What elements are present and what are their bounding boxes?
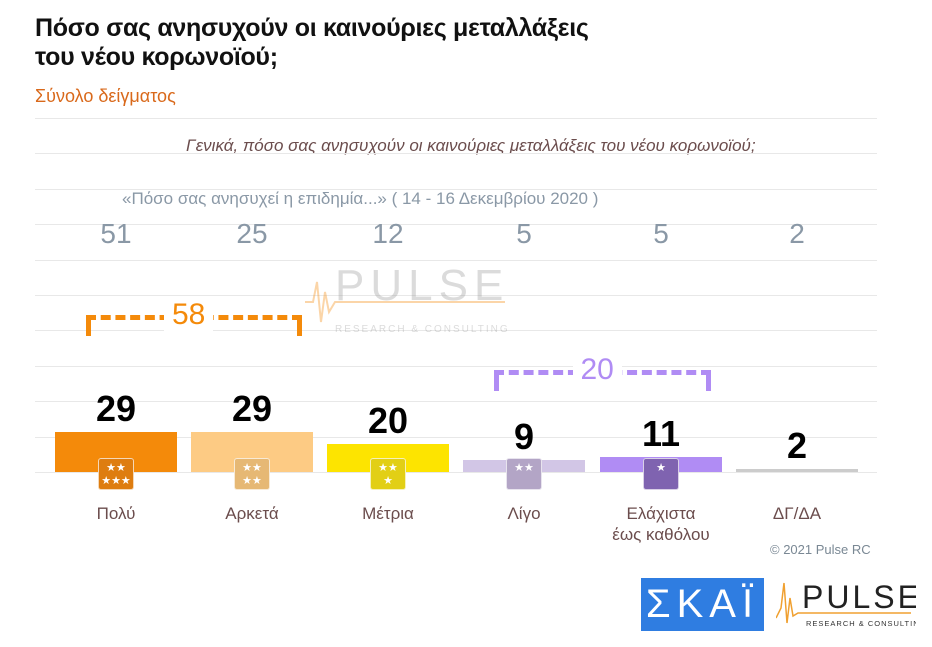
gridline bbox=[35, 365, 877, 367]
gridline bbox=[35, 330, 877, 332]
gridline bbox=[35, 436, 877, 438]
category-label: Αρκετά bbox=[225, 504, 279, 523]
previous-value-label: 25 bbox=[236, 218, 268, 249]
previous-value-label: 5 bbox=[516, 218, 532, 249]
gridline bbox=[35, 401, 877, 403]
group-total-label: 20 bbox=[572, 353, 622, 387]
star-rating-icon: ★ bbox=[643, 458, 679, 490]
gridline bbox=[35, 224, 877, 226]
bar-5 bbox=[736, 469, 858, 472]
group-total-label: 58 bbox=[164, 298, 214, 332]
gridline bbox=[35, 118, 877, 119]
category-label: Μέτρια bbox=[362, 504, 414, 523]
gridline bbox=[35, 153, 877, 155]
data-label: 2 bbox=[786, 425, 808, 466]
category-label: Πολύ bbox=[96, 504, 136, 523]
category-label: Ελάχιστα έως καθόλου bbox=[612, 504, 710, 544]
category-label: Λίγο bbox=[507, 504, 541, 523]
gridline bbox=[35, 472, 877, 473]
gridline bbox=[35, 295, 877, 296]
title-line-2: του νέου κορωνοϊού; bbox=[35, 43, 278, 71]
previous-value-label: 5 bbox=[653, 218, 669, 249]
pulse-watermark: PULSE RESEARCH & CONSULTING bbox=[305, 262, 510, 335]
chart-subtitle: Σύνολο δείγματος bbox=[35, 86, 176, 106]
category-label: ΔΓ/ΔΑ bbox=[772, 504, 822, 523]
previous-value-label: 2 bbox=[789, 218, 805, 249]
gridline bbox=[35, 259, 877, 261]
star-rating-icon: ★★ ★★ bbox=[234, 458, 270, 490]
svg-text:RESEARCH & CONSULTING: RESEARCH & CONSULTING bbox=[335, 324, 510, 335]
chart-title: Πόσο σας ανησυχούν οι καινούριες μεταλλά… bbox=[35, 14, 589, 72]
svg-text:PULSE: PULSE bbox=[802, 579, 916, 615]
question-text: Γενικά, πόσο σας ανησυχούν οι καινούριες… bbox=[186, 136, 756, 155]
data-label: 29 bbox=[231, 387, 273, 429]
svg-text:PULSE: PULSE bbox=[335, 262, 509, 310]
previous-value-label: 12 bbox=[372, 218, 404, 249]
data-label: 20 bbox=[367, 400, 409, 442]
title-line-1: Πόσο σας ανησυχούν οι καινούριες μεταλλά… bbox=[35, 14, 589, 42]
previous-value-label: 51 bbox=[100, 218, 132, 249]
pulse-logo: PULSE RESEARCH & CONSULTING bbox=[776, 579, 916, 628]
data-label: 9 bbox=[513, 415, 535, 457]
star-rating-icon: ★★ ★ bbox=[370, 458, 406, 490]
svg-text:RESEARCH & CONSULTING: RESEARCH & CONSULTING bbox=[806, 619, 916, 628]
star-rating-icon: ★★ bbox=[506, 458, 542, 490]
star-rating-icon: ★★ ★★★ bbox=[98, 458, 134, 490]
skai-logo: ΣΚΑΪ bbox=[641, 578, 764, 631]
data-label: 11 bbox=[641, 412, 681, 454]
previous-survey-note: «Πόσο σας ανησυχεί η επιδημία...» ( 14 -… bbox=[122, 189, 599, 208]
gridline bbox=[35, 188, 877, 190]
copyright: © 2021 Pulse RC bbox=[770, 542, 871, 557]
data-label: 29 bbox=[95, 387, 137, 429]
